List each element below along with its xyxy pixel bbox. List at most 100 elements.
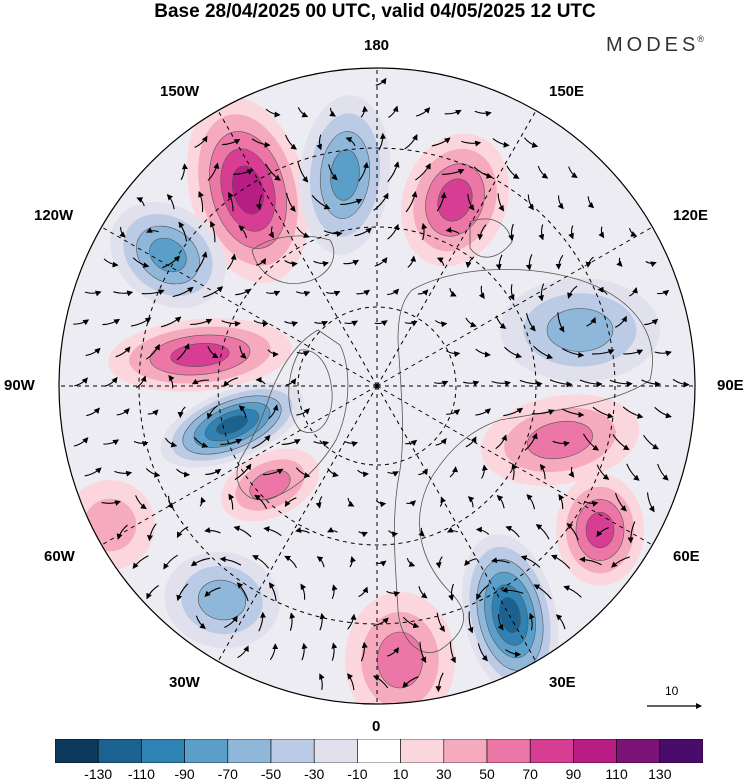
wind-arrow [441,169,465,175]
wind-arrow [84,467,102,477]
wind-arrow [597,286,608,295]
wind-arrow [222,138,241,146]
wind-arrow [464,558,477,567]
wind-arrow [519,379,543,387]
lon-label-120e: 120E [673,207,709,224]
wind-arrow [190,557,211,567]
wind-arrow [520,555,541,568]
wind-arrow [176,343,190,361]
wind-arrow [388,105,399,118]
wind-arrow [538,224,545,241]
wind-arrow [268,226,274,239]
anomaly-contour [216,415,248,435]
wind-arrow [537,165,549,179]
wind-arrow [295,527,310,534]
wind-arrow [525,254,533,271]
wind-arrow [591,349,615,355]
wind-arrow [404,320,418,327]
colorbar-tick-label: 30 [436,766,452,782]
wind-arrow [417,289,429,296]
wind-arrow [172,286,194,298]
wind-arrow [467,194,475,211]
meridian-line [376,110,537,387]
colorbar-tick-label: -110 [127,766,155,782]
wind-arrow [132,555,149,570]
wind-arrow [285,192,296,212]
wind-arrow [164,437,178,448]
wind-arrow [195,251,208,273]
wind-arrow [239,345,247,359]
wind-arrow [629,287,638,297]
colorbar-tick-label: 50 [479,766,495,782]
colorbar-swatch [357,739,401,763]
wind-arrow [160,316,182,328]
wind-arrow [561,408,585,418]
wind-arrow [176,468,191,478]
wind-arrow [374,257,388,267]
wind-arrow [641,379,662,388]
wind-arrow [439,496,447,507]
wind-arrow [252,555,270,569]
wind-arrow [529,612,535,631]
colorbar-swatch [270,739,315,763]
wind-arrow [555,254,564,270]
wind-arrow [354,227,372,237]
wind-arrow [406,500,417,507]
wind-arrow [579,556,602,566]
wind-arrow [266,290,281,297]
wind-arrow [236,582,249,602]
coastline-kamchatka [469,218,513,258]
wind-arrow [101,500,121,506]
wind-arrow [491,380,511,387]
wind-arrow [504,346,523,359]
wind-arrow [358,531,368,538]
brand-name: MODES [606,34,700,56]
wind-arrow [219,556,242,566]
colorbar-tick-label: -10 [347,766,368,782]
wind-arrow [533,345,554,360]
wind-arrow [549,379,573,388]
wind-arrow [358,586,369,598]
wind-arrow [436,257,445,266]
lon-label-60e: 60E [673,548,700,565]
colorbar-tick-label: 90 [565,766,582,782]
wind-arrow [585,256,594,268]
colorbar-swatch [184,739,229,763]
wind-arrow [582,433,600,451]
wind-arrow [373,192,389,211]
wind-arrow [375,500,387,508]
wind-arrow [193,436,209,448]
wind-arrow [587,196,595,209]
lon-label-90e: 90E [717,377,744,394]
lon-label-60w: 60W [44,548,75,565]
wind-arrow [436,192,447,212]
wind-arrow [146,227,159,233]
meridian-line [217,110,378,387]
wind-arrow [388,530,399,538]
wind-arrow [562,348,585,358]
wind-arrow [557,312,565,333]
wind-arrow [615,315,627,328]
wind-arrow [103,258,119,268]
meridian-line [376,385,537,662]
wind-arrow [74,377,88,387]
wind-arrow [508,284,515,301]
wind-arrow [506,165,520,179]
wind-arrow [284,497,297,508]
wind-arrow [301,642,308,661]
wind-arrow [447,527,458,533]
colorbar-tick-label: 10 [392,766,409,782]
wind-arrow [374,320,388,327]
wind-arrow [449,641,456,664]
coastline-greenland [288,349,333,433]
wind-arrow [511,463,518,481]
wind-arrow [435,556,443,569]
wind-arrow [284,555,297,568]
wind-arrow [435,672,444,693]
latitude-circle-60n [217,226,537,546]
wind-arrow [445,226,460,234]
wind-arrow [135,495,147,510]
wind-arrow [223,377,238,387]
anomaly-contour [546,308,614,352]
